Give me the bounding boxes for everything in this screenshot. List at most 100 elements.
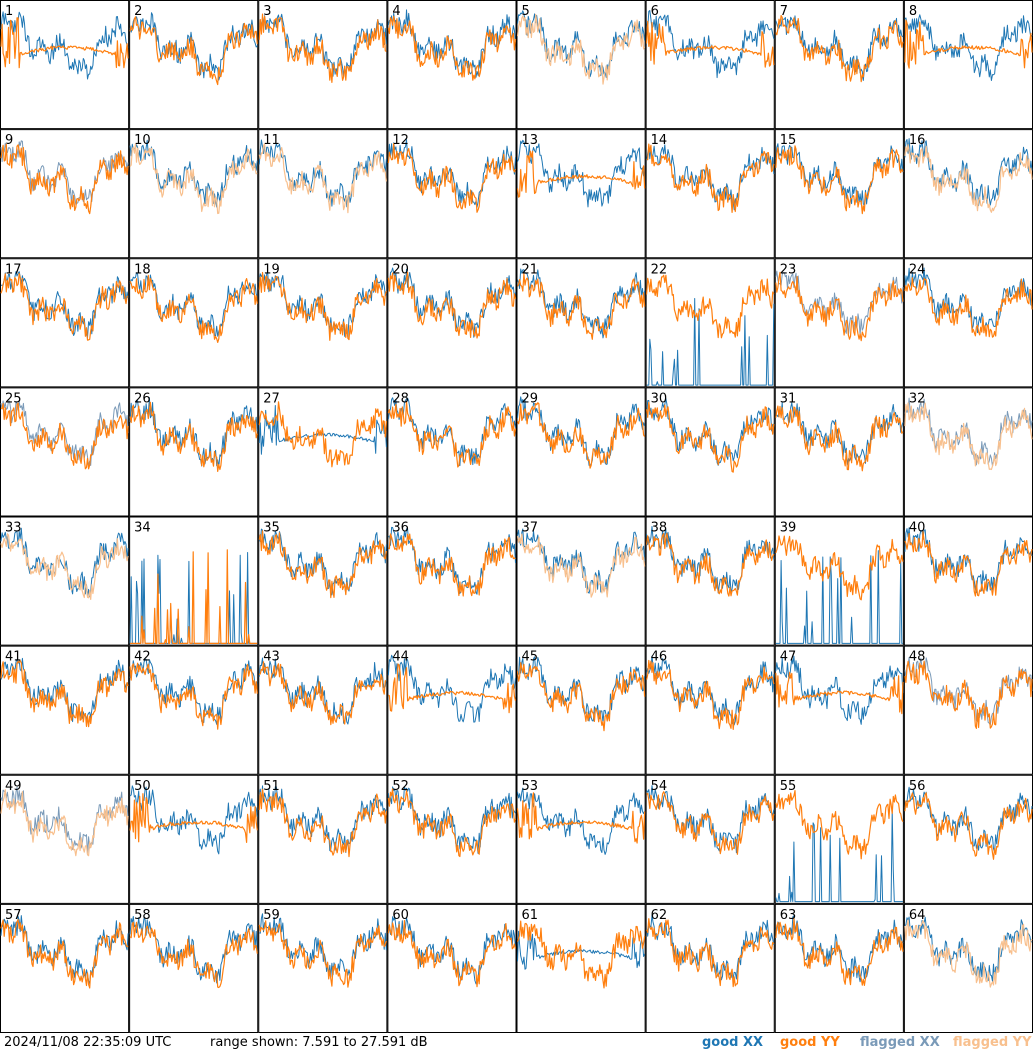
series-yy bbox=[129, 921, 258, 989]
panel-4: 4 bbox=[387, 0, 517, 130]
panel-frame bbox=[387, 258, 517, 388]
panel-6: 6 bbox=[645, 0, 775, 130]
panel-number: 31 bbox=[780, 391, 797, 406]
series-xx bbox=[904, 14, 1033, 81]
legend-flagged-xx: flagged XX bbox=[860, 1035, 940, 1050]
panel-50: 50 bbox=[129, 774, 259, 904]
panel-frame bbox=[258, 774, 388, 904]
footer-bar: 2024/11/08 22:35:09 UTC range shown: 7.5… bbox=[0, 1033, 1033, 1053]
panel-23: 23 bbox=[774, 258, 904, 388]
panel-number: 29 bbox=[522, 391, 539, 406]
series-yy bbox=[387, 401, 517, 468]
panel-frame bbox=[645, 645, 775, 775]
panel-36: 36 bbox=[387, 516, 517, 646]
panel-number: 34 bbox=[134, 521, 151, 536]
series-yy bbox=[516, 13, 646, 85]
series-yy bbox=[516, 402, 646, 469]
series-xx bbox=[775, 809, 903, 903]
series-xx bbox=[775, 402, 904, 466]
series-yy bbox=[516, 662, 646, 732]
panel-frame bbox=[387, 903, 517, 1033]
series-yy bbox=[258, 401, 387, 468]
series-yy bbox=[258, 143, 387, 214]
panel-frame bbox=[129, 903, 259, 1033]
panel-1: 1 bbox=[0, 0, 130, 130]
panel-number: 19 bbox=[263, 262, 280, 277]
panel-43: 43 bbox=[258, 645, 388, 775]
panel-31: 31 bbox=[774, 387, 904, 517]
panel-frame bbox=[903, 774, 1033, 904]
series-xx bbox=[0, 271, 129, 339]
panel-frame bbox=[903, 0, 1033, 130]
panel-number: 28 bbox=[392, 391, 409, 406]
panel-frame bbox=[129, 774, 259, 904]
panel-19: 19 bbox=[258, 258, 388, 388]
panel-26: 26 bbox=[129, 387, 259, 517]
panel-53: 53 bbox=[516, 774, 646, 904]
series-yy bbox=[646, 532, 775, 597]
series-yy bbox=[258, 13, 387, 83]
series-yy bbox=[646, 143, 775, 213]
panel-number: 13 bbox=[522, 133, 539, 148]
panel-number: 27 bbox=[263, 391, 280, 406]
panel-frame bbox=[258, 258, 388, 388]
series-yy bbox=[904, 531, 1033, 597]
panel-frame bbox=[0, 387, 130, 517]
panel-number: 32 bbox=[909, 391, 926, 406]
panel-number: 40 bbox=[909, 521, 926, 536]
series-yy bbox=[129, 401, 258, 472]
panel-frame bbox=[258, 129, 388, 259]
panel-42: 42 bbox=[129, 645, 259, 775]
series-yy bbox=[0, 789, 129, 857]
series-xx bbox=[775, 550, 903, 644]
panel-33: 33 bbox=[0, 516, 130, 646]
panel-10: 10 bbox=[129, 129, 259, 259]
series-xx bbox=[904, 916, 1033, 982]
panel-number: 3 bbox=[263, 4, 271, 19]
panel-frame bbox=[516, 129, 646, 259]
panel-47: 47 bbox=[774, 645, 904, 775]
series-yy bbox=[0, 660, 129, 728]
panel-frame bbox=[903, 387, 1033, 517]
panel-22: 22 bbox=[645, 258, 775, 388]
panel-number: 25 bbox=[5, 391, 22, 406]
series-yy bbox=[516, 792, 646, 844]
series-yy bbox=[646, 274, 775, 339]
series-yy bbox=[904, 919, 1033, 988]
panel-8: 8 bbox=[903, 0, 1033, 130]
panel-number: 64 bbox=[909, 908, 926, 923]
series-yy bbox=[775, 145, 904, 215]
panel-frame bbox=[258, 903, 388, 1033]
panel-number: 2 bbox=[134, 4, 142, 19]
panel-48: 48 bbox=[903, 645, 1033, 775]
panel-number: 42 bbox=[134, 650, 151, 665]
panel-64: 64 bbox=[903, 903, 1033, 1033]
series-yy bbox=[0, 919, 129, 989]
series-yy bbox=[129, 274, 258, 343]
panel-5: 5 bbox=[516, 0, 646, 130]
series-yy bbox=[129, 793, 258, 843]
panel-37: 37 bbox=[516, 516, 646, 646]
panel-14: 14 bbox=[645, 129, 775, 259]
panel-number: 39 bbox=[780, 521, 797, 536]
panel-number: 62 bbox=[651, 908, 668, 923]
panel-60: 60 bbox=[387, 903, 517, 1033]
panel-21: 21 bbox=[516, 258, 646, 388]
panel-28: 28 bbox=[387, 387, 517, 517]
panel-3: 3 bbox=[258, 0, 388, 130]
panel-frame bbox=[387, 645, 517, 775]
series-xx bbox=[387, 654, 516, 723]
series-yy bbox=[516, 920, 646, 989]
panel-frame bbox=[645, 0, 775, 130]
panel-39: 39 bbox=[774, 516, 904, 646]
legend-good-xx: good XX bbox=[702, 1035, 764, 1050]
series-yy bbox=[646, 401, 775, 473]
panel-number: 36 bbox=[392, 521, 409, 536]
series-yy bbox=[775, 405, 904, 472]
panel-18: 18 bbox=[129, 258, 259, 388]
panel-24: 24 bbox=[903, 258, 1033, 388]
legend-good-yy: good YY bbox=[780, 1035, 840, 1050]
panel-number: 38 bbox=[651, 521, 668, 536]
panel-52: 52 bbox=[387, 774, 517, 904]
